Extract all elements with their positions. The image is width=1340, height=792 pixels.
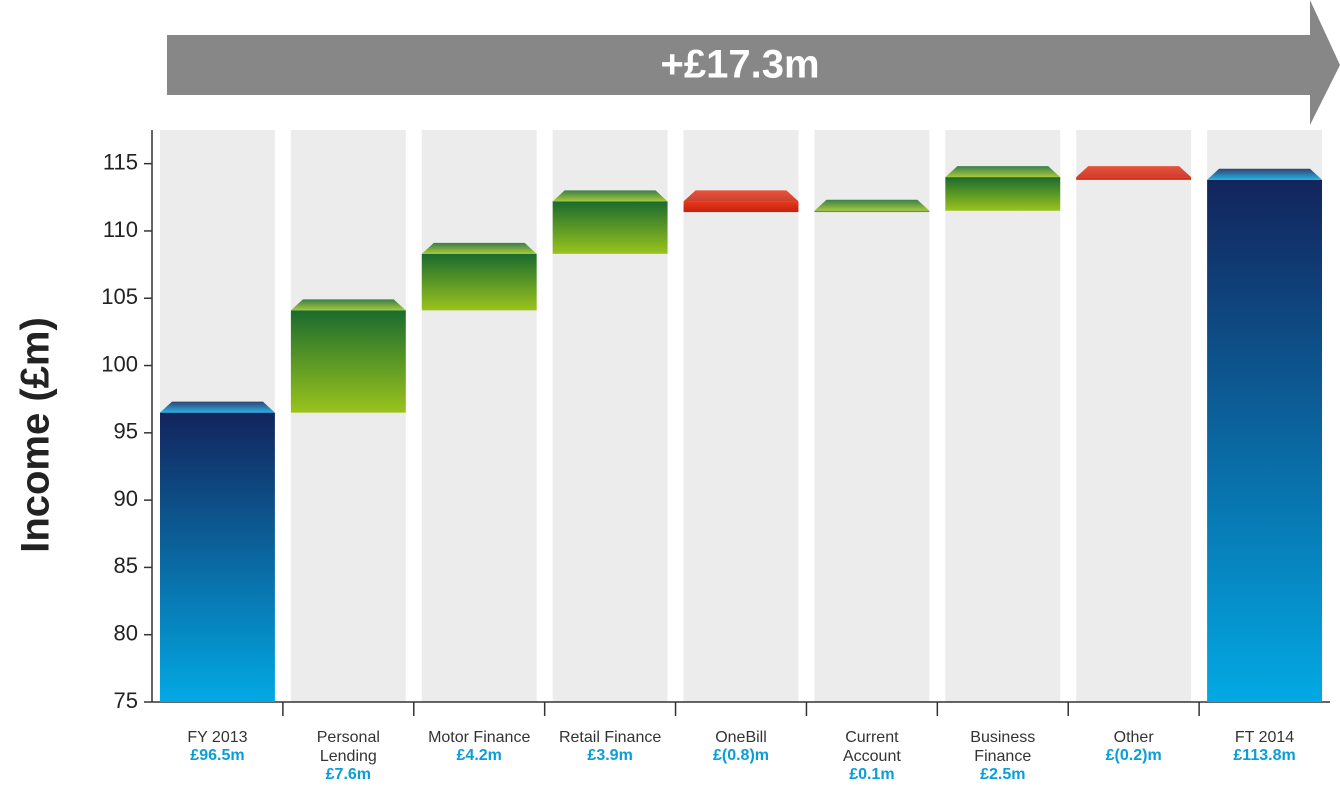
panel [290,130,406,702]
bar [421,253,537,311]
x-tick-label: Business Finance [970,729,1036,765]
value-label: £113.8m [1233,747,1296,764]
bar [683,201,799,213]
bar-cap [814,199,930,211]
y-tick-label: 115 [103,149,138,174]
bar-cap [160,401,275,413]
x-tick-label: FT 2014 [1234,729,1295,746]
x-tick-label: FY 2013 [187,729,248,746]
arrow-head [1310,0,1340,125]
bar-cap [945,166,1061,178]
y-tick-label: 95 [114,419,138,444]
bar [1207,179,1322,702]
y-tick-label: 105 [101,284,138,309]
value-label: £3.9m [587,747,633,764]
annotation: +£17.3m [660,43,819,87]
bar-cap [421,242,537,254]
x-tick-label: Other [1113,729,1154,746]
bar-cap [552,190,668,202]
y-tick-label: 75 [114,688,138,713]
bar-cap [1076,166,1192,178]
y-axis-label: Income (£m) [14,317,58,553]
arrow-body [167,35,1315,95]
value-label: £0.1m [849,766,895,783]
y-tick-label: 100 [101,351,138,376]
value-label: £(0.2)m [1105,747,1162,764]
x-tick-label: OneBill [715,729,767,746]
bar-cap [290,299,406,311]
value-label: £4.2m [456,747,502,764]
y-tick-label: 85 [114,553,138,578]
value-label: £2.5m [980,766,1026,783]
value-label: £7.6m [325,766,372,783]
bar-cap [683,190,799,202]
bar [814,210,930,213]
value-label: £96.5m [190,747,245,764]
bar [160,412,275,702]
y-tick-label: 90 [114,486,138,511]
panel [1076,130,1192,702]
panel [421,130,537,702]
x-tick-label: Retail Finance [558,729,662,746]
bar [290,310,406,413]
panel [683,130,799,702]
bar [1076,177,1192,180]
bar-cap [1207,168,1322,180]
bar [945,177,1061,211]
x-tick-label: Motor Finance [428,729,531,746]
y-tick-label: 80 [114,621,138,646]
panel [814,130,930,702]
panel [945,130,1061,702]
x-tick-label: Current Account [842,729,901,765]
x-tick-label: Personal Lending [316,729,380,765]
value-label: £(0.8)m [712,747,770,764]
bar [552,201,668,254]
y-tick-label: 110 [103,217,138,242]
